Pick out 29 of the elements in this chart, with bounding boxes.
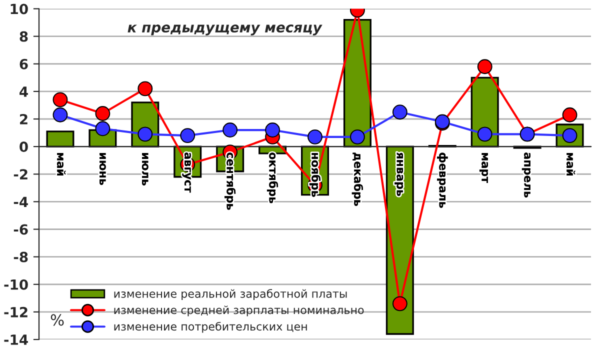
legend-label: изменение потребительских цен bbox=[114, 322, 307, 333]
legend-label: изменение реальной заработной платы bbox=[114, 289, 347, 300]
y-tick-label: -8 bbox=[14, 252, 28, 262]
y-tick-label: -2 bbox=[14, 169, 28, 180]
y-tick-label: 6 bbox=[20, 58, 28, 70]
x-tick-label: сентябрь bbox=[224, 152, 236, 210]
annotation: % bbox=[50, 314, 64, 326]
y-tick-label: 8 bbox=[20, 31, 28, 42]
x-tick-label: май bbox=[566, 153, 576, 176]
x-tick-label: апрель bbox=[522, 152, 530, 198]
legend-label: изменение средней зарплаты номинально bbox=[114, 306, 364, 316]
x-tick-label: май bbox=[57, 153, 66, 176]
x-tick-label: март bbox=[479, 153, 488, 184]
x-tick-label: июнь bbox=[99, 153, 106, 185]
y-tick-label: 2 bbox=[20, 114, 28, 124]
y-tick-label: 10 bbox=[10, 4, 28, 14]
x-tick-label: декабрь bbox=[352, 152, 364, 206]
y-tick-label: -10 bbox=[4, 279, 28, 290]
x-tick-label: июль bbox=[142, 153, 148, 186]
y-tick-label: 0 bbox=[20, 142, 28, 152]
x-tick-label: октябрь bbox=[266, 152, 278, 204]
y-tick-label: -14 bbox=[4, 334, 28, 345]
y-tick-label: -12 bbox=[4, 306, 28, 318]
y-tick-label: 4 bbox=[20, 86, 28, 97]
x-tick-label: февраль bbox=[437, 152, 448, 208]
text: к предыдущему месяцу bbox=[128, 24, 322, 36]
y-tick-label: -4 bbox=[14, 196, 28, 207]
x-tick-label: январь bbox=[394, 152, 404, 196]
y-tick-label: -6 bbox=[14, 224, 28, 235]
